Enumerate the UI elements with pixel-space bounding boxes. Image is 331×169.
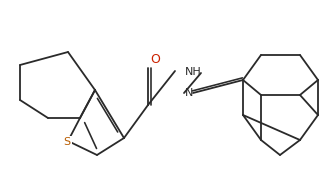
Text: S: S: [64, 137, 71, 147]
Text: O: O: [150, 53, 160, 66]
Text: NH: NH: [185, 67, 202, 77]
Text: N: N: [185, 88, 193, 98]
